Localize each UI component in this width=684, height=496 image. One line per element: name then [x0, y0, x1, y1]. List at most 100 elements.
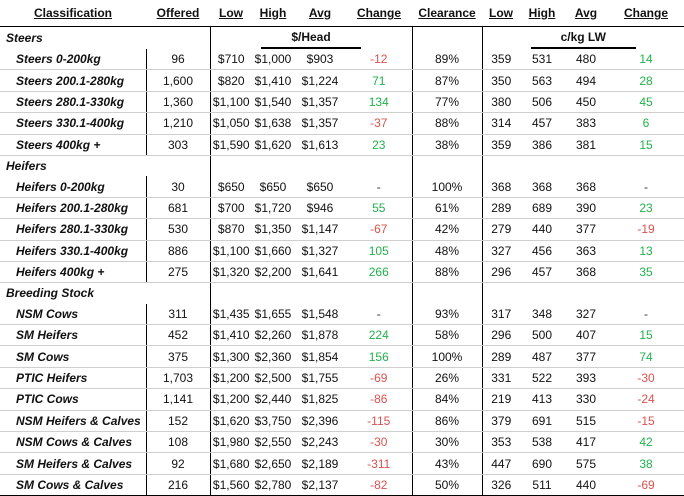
- table-row: Heifers 280.1-330kg 530 $870 $1,350 $1,147 -6…: [0, 218, 684, 241]
- high-cell: $2,650: [252, 452, 294, 475]
- kg-high-cell: 457: [520, 112, 564, 135]
- table-body: Steers $/Head c/kg LW Steers 0-200kg 96 $7…: [0, 26, 684, 496]
- offered-cell: 375: [146, 345, 211, 368]
- high-cell: $1,350: [252, 218, 294, 241]
- kg-avg-cell: 494: [564, 69, 608, 92]
- low-cell: $650: [210, 176, 252, 198]
- high-cell: $2,500: [252, 367, 294, 390]
- kg-low-cell: 317: [482, 303, 520, 326]
- row-label: Steers 0-200kg: [0, 49, 147, 71]
- kg-change-cell: 74: [608, 345, 684, 368]
- row-label: Steers 400kg +: [0, 134, 147, 156]
- avg-cell: $2,189: [294, 452, 346, 475]
- group-row-steers: Steers $/Head c/kg LW: [0, 26, 684, 49]
- kg-change-cell: 35: [608, 261, 684, 284]
- kg-high-cell: 457: [520, 261, 564, 284]
- change-cell: -82: [346, 474, 412, 496]
- kg-low-cell: 359: [482, 134, 520, 156]
- avg-cell: $903: [294, 49, 346, 71]
- clearance-cell: 30%: [411, 431, 483, 454]
- col-header-avg: Avg: [294, 0, 346, 27]
- low-cell: $1,100: [210, 91, 252, 114]
- offered-cell: 92: [146, 452, 211, 475]
- row-label: Heifers 400kg +: [0, 261, 147, 284]
- avg-cell: $1,854: [294, 345, 346, 368]
- col-header-kg-avg: Avg: [564, 0, 608, 27]
- offered-cell: 1,703: [146, 367, 211, 390]
- offered-cell: 275: [146, 261, 211, 284]
- kg-avg-cell: 381: [564, 134, 608, 156]
- change-cell: 23: [346, 134, 412, 156]
- change-cell: -69: [346, 367, 412, 390]
- table-row: Steers 280.1-330kg 1,360 $1,100 $1,540 $1,35…: [0, 91, 684, 114]
- table-row: NSM Cows 311 $1,435 $1,655 $1,548-93% 317 348 3…: [0, 303, 684, 326]
- high-cell: $2,440: [252, 388, 294, 411]
- low-cell: $1,100: [210, 240, 252, 262]
- kg-avg-cell: 377: [564, 218, 608, 241]
- change-cell: 105: [346, 240, 412, 262]
- clearance-cell: 100%: [411, 176, 483, 198]
- kg-change-cell: 23: [608, 197, 684, 220]
- kg-high-cell: 487: [520, 345, 564, 368]
- kg-low-cell: 447: [482, 452, 520, 475]
- high-cell: $2,360: [252, 345, 294, 368]
- kg-avg-cell: 407: [564, 324, 608, 347]
- change-cell: 266: [346, 261, 412, 284]
- avg-cell: $1,755: [294, 367, 346, 390]
- low-cell: $1,200: [210, 388, 252, 411]
- table-row: Steers 0-200kg 96 $710 $1,000 $903 -12 89% 359 5…: [0, 49, 684, 71]
- avg-cell: $1,224: [294, 69, 346, 92]
- kg-low-cell: 353: [482, 431, 520, 454]
- col-header-kg-low: Low: [482, 0, 520, 27]
- high-cell: $1,540: [252, 91, 294, 114]
- offered-cell: 96: [146, 49, 211, 71]
- offered-cell: 152: [146, 410, 211, 433]
- kg-change-cell: 14: [608, 49, 684, 71]
- low-cell: $820: [210, 69, 252, 92]
- kg-low-cell: 379: [482, 410, 520, 433]
- kg-change-cell: 13: [608, 240, 684, 262]
- group-row-heifers: Heifers: [0, 155, 684, 177]
- col-header-offered: Offered: [146, 0, 210, 27]
- table-row: Heifers 0-200kg 30 $650 $650 $650-100% 368 368…: [0, 176, 684, 198]
- kg-change-cell: -: [608, 303, 684, 326]
- kg-high-cell: 531: [520, 49, 564, 71]
- table-row: SM Cows & Calves 216 $1,560 $2,780 $2,137 -82…: [0, 474, 684, 496]
- kg-avg-cell: 363: [564, 240, 608, 262]
- high-cell: $650: [252, 176, 294, 198]
- kg-avg-cell: 440: [564, 474, 608, 496]
- unit-head: $/Head: [210, 27, 412, 49]
- kg-high-cell: 538: [520, 431, 564, 454]
- group-label-heifers: Heifers: [6, 159, 47, 174]
- kg-change-cell: 6: [608, 112, 684, 135]
- offered-cell: 311: [146, 303, 211, 326]
- table-row: PTIC Heifers 1,703 $1,200 $2,500 $1,755 -69 26…: [0, 367, 684, 390]
- row-label: SM Cows: [0, 345, 147, 368]
- clearance-cell: 89%: [411, 49, 483, 71]
- table-row: NSM Cows & Calves 108 $1,980 $2,550 $2,243 -3…: [0, 431, 684, 454]
- avg-cell: $1,641: [294, 261, 346, 284]
- kg-low-cell: 314: [482, 112, 520, 135]
- low-cell: $710: [210, 49, 252, 71]
- kg-high-cell: 440: [520, 218, 564, 241]
- clearance-cell: 84%: [411, 388, 483, 411]
- row-label: Heifers 330.1-400kg: [0, 240, 147, 262]
- clearance-cell: 88%: [411, 112, 483, 135]
- clearance-cell: 100%: [411, 345, 483, 368]
- kg-change-cell: -: [608, 176, 684, 198]
- low-cell: $1,590: [210, 134, 252, 156]
- group-label-breeding: Breeding Stock: [6, 286, 95, 301]
- kg-low-cell: 368: [482, 176, 520, 198]
- clearance-cell: 87%: [411, 69, 483, 92]
- low-cell: $1,435: [210, 303, 252, 326]
- kg-high-cell: 522: [520, 367, 564, 390]
- row-label: Heifers 200.1-280kg: [0, 197, 147, 220]
- high-cell: $1,720: [252, 197, 294, 220]
- kg-change-cell: -15: [608, 410, 684, 433]
- kg-low-cell: 331: [482, 367, 520, 390]
- row-label: NSM Heifers & Calves: [0, 410, 147, 433]
- high-cell: $1,000: [252, 49, 294, 71]
- table-row: PTIC Cows 1,141 $1,200 $2,440 $1,825 -86 84% 21…: [0, 388, 684, 411]
- kg-avg-cell: 390: [564, 197, 608, 220]
- row-label: Steers 200.1-280kg: [0, 69, 147, 92]
